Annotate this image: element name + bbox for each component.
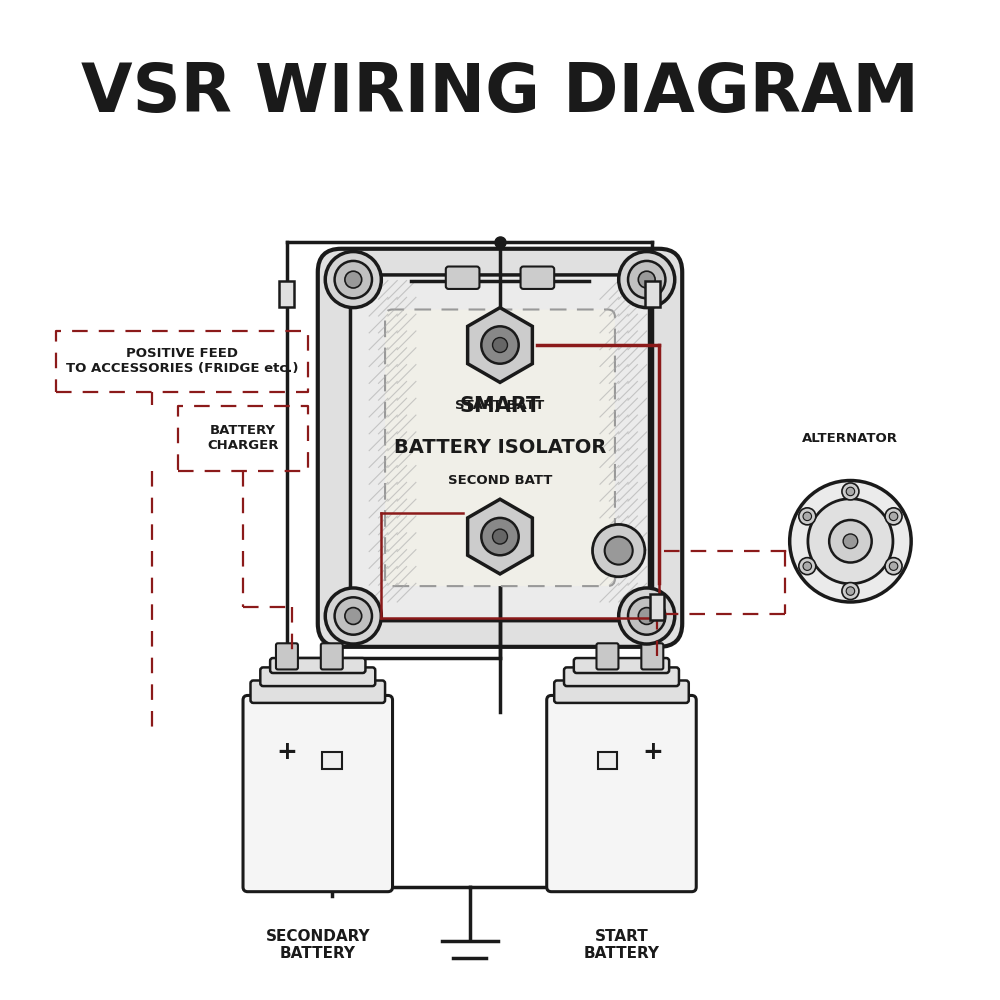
Circle shape	[846, 587, 855, 595]
FancyBboxPatch shape	[260, 667, 375, 686]
Circle shape	[799, 558, 816, 575]
Text: POSITIVE FEED
TO ACCESSORIES (FRIDGE etc.): POSITIVE FEED TO ACCESSORIES (FRIDGE etc…	[66, 347, 299, 375]
Circle shape	[885, 508, 902, 525]
Circle shape	[803, 562, 812, 570]
Circle shape	[889, 562, 898, 570]
FancyBboxPatch shape	[321, 643, 343, 669]
Circle shape	[345, 271, 362, 288]
Circle shape	[619, 588, 675, 644]
Text: +: +	[277, 740, 297, 764]
Bar	[598, 752, 617, 769]
FancyBboxPatch shape	[554, 680, 689, 703]
Circle shape	[842, 483, 859, 500]
Circle shape	[799, 508, 816, 525]
FancyBboxPatch shape	[250, 680, 385, 703]
Text: ALTERNATOR: ALTERNATOR	[802, 432, 898, 445]
FancyBboxPatch shape	[270, 658, 365, 673]
Text: +: +	[642, 740, 663, 764]
Circle shape	[325, 588, 381, 644]
Circle shape	[628, 597, 665, 635]
Circle shape	[628, 261, 665, 298]
Circle shape	[638, 271, 655, 288]
FancyBboxPatch shape	[547, 695, 696, 892]
Circle shape	[803, 512, 812, 521]
FancyBboxPatch shape	[243, 695, 393, 892]
Circle shape	[619, 252, 675, 308]
Circle shape	[638, 608, 655, 624]
Bar	[322, 752, 342, 769]
Polygon shape	[468, 308, 532, 382]
Text: START
BATTERY: START BATTERY	[583, 929, 659, 961]
Circle shape	[829, 520, 872, 563]
Bar	[645, 281, 660, 307]
Text: BATTERY
CHARGER: BATTERY CHARGER	[207, 424, 279, 452]
Text: SECOND BATT: SECOND BATT	[448, 474, 552, 487]
Circle shape	[335, 597, 372, 635]
FancyBboxPatch shape	[564, 667, 679, 686]
Text: VSR WIRING DIAGRAM: VSR WIRING DIAGRAM	[81, 60, 919, 126]
Circle shape	[790, 481, 911, 602]
Text: START BATT: START BATT	[455, 399, 545, 412]
Circle shape	[889, 512, 898, 521]
Circle shape	[842, 583, 859, 600]
Text: SECONDARY
BATTERY: SECONDARY BATTERY	[265, 929, 370, 961]
Circle shape	[493, 529, 507, 544]
Circle shape	[808, 499, 893, 584]
Circle shape	[345, 608, 362, 624]
Text: BATTERY ISOLATOR: BATTERY ISOLATOR	[394, 438, 606, 457]
FancyBboxPatch shape	[521, 267, 554, 289]
FancyBboxPatch shape	[596, 643, 618, 669]
FancyBboxPatch shape	[276, 643, 298, 669]
Bar	[279, 281, 294, 307]
Circle shape	[605, 537, 633, 565]
FancyBboxPatch shape	[446, 267, 479, 289]
Circle shape	[335, 261, 372, 298]
Circle shape	[843, 534, 858, 549]
Text: SMART: SMART	[459, 396, 541, 416]
FancyBboxPatch shape	[574, 658, 669, 673]
Bar	[650, 594, 664, 620]
Circle shape	[325, 252, 381, 308]
Circle shape	[481, 518, 519, 555]
FancyBboxPatch shape	[641, 643, 663, 669]
Polygon shape	[468, 499, 532, 574]
Circle shape	[593, 524, 645, 577]
Circle shape	[493, 338, 507, 352]
Circle shape	[885, 558, 902, 575]
FancyBboxPatch shape	[350, 275, 650, 621]
Circle shape	[846, 487, 855, 496]
Circle shape	[481, 326, 519, 364]
FancyBboxPatch shape	[318, 249, 682, 647]
FancyBboxPatch shape	[385, 310, 615, 586]
